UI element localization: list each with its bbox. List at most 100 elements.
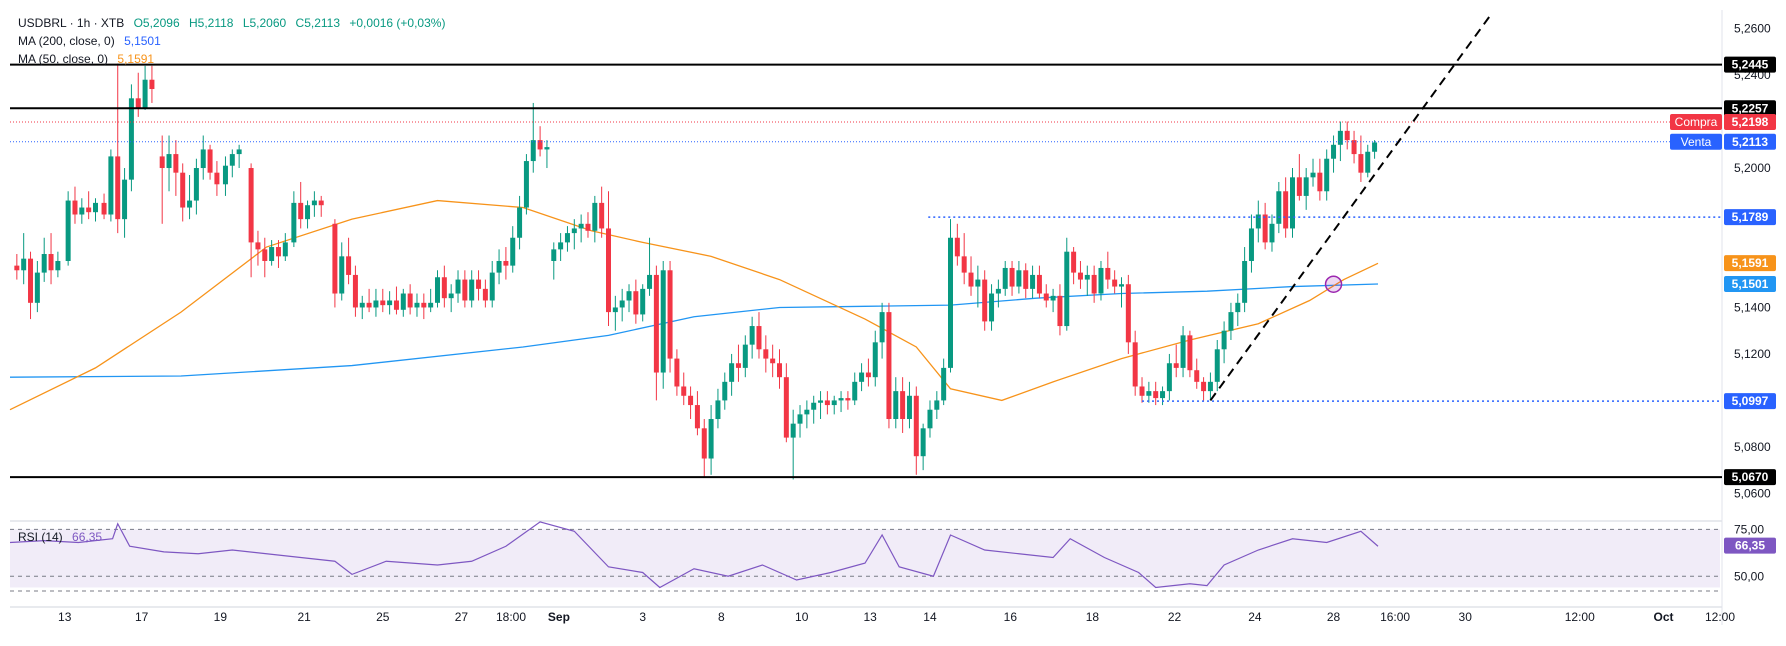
candle-body [872, 342, 878, 378]
candle-body [108, 156, 114, 215]
badge-level-1789-text: 5,1789 [1732, 210, 1769, 224]
badge-resistance-top-bg [1724, 56, 1776, 73]
candle-body [790, 423, 796, 438]
time-tick-label: Oct [1654, 610, 1674, 624]
ma200-legend[interactable]: MA (200, close, 0) 5,1501 [18, 34, 167, 48]
candle-body [187, 200, 193, 208]
candle-body [14, 265, 20, 271]
candle-body [128, 98, 134, 180]
candle-body [387, 300, 393, 306]
candle-body [982, 279, 988, 322]
candle-body [530, 140, 536, 162]
candle-body [1050, 295, 1056, 301]
candle-body [941, 367, 947, 401]
candle-body [393, 300, 399, 310]
candle-body [852, 381, 858, 401]
candle-body [667, 270, 673, 359]
rsi-tick-label: 75,00 [1734, 522, 1764, 536]
time-tick-label: 18:00 [496, 610, 526, 624]
candle-body [255, 242, 261, 250]
candle-body [653, 274, 659, 373]
candle-body [193, 168, 199, 201]
candle-body [462, 279, 468, 301]
time-tick-label: 17 [135, 610, 149, 624]
price-tick-label: 5,1400 [1734, 300, 1771, 314]
candle-body [995, 288, 1001, 294]
candle-body [578, 223, 584, 229]
candle-body [269, 247, 275, 261]
candle-body [1283, 191, 1289, 229]
candle-body [366, 302, 372, 308]
candle-body [715, 400, 721, 420]
ma50-value: 5,1591 [117, 52, 155, 66]
candle-body [469, 279, 475, 301]
candle-body [41, 254, 47, 273]
price-tick-label: 5,1200 [1734, 347, 1771, 361]
candle-body [989, 293, 995, 322]
time-tick-label: 28 [1327, 610, 1341, 624]
candle-body [86, 207, 92, 213]
candle-body [1207, 381, 1213, 392]
badge-compra-text: 5,2198 [1732, 115, 1769, 129]
candle-body [173, 154, 179, 173]
candle-body [1221, 330, 1227, 350]
candle-body [1248, 228, 1254, 261]
candle-body [763, 349, 769, 359]
candle-body [1132, 342, 1138, 387]
candle-body [115, 156, 121, 220]
candle-body [1187, 335, 1193, 371]
candle-body [633, 291, 639, 315]
price-levels [10, 14, 1722, 479]
candle-body [1310, 172, 1316, 178]
badge-resistance-top-text: 5,2445 [1732, 58, 1769, 72]
compra-label-bg [1670, 114, 1722, 131]
candle-body [742, 344, 748, 368]
candle-body [65, 200, 71, 261]
candle-body [777, 363, 782, 378]
candle-body [421, 302, 427, 308]
candle-body [859, 372, 865, 382]
rsi-legend[interactable]: RSI (14) 66,35 [18, 530, 108, 544]
candle-body [1242, 260, 1248, 303]
badge-resistance-2-text: 5,2257 [1732, 101, 1769, 115]
candle-body [934, 400, 940, 410]
candle-body [818, 400, 824, 403]
candle-body [311, 200, 317, 206]
candle-body [1337, 130, 1343, 145]
candle-body [1119, 284, 1124, 287]
time-tick-label: 19 [214, 610, 228, 624]
candle-body [1023, 270, 1029, 289]
time-tick-label: 12:00 [1565, 610, 1595, 624]
candle-body [797, 414, 803, 424]
candle-body [1296, 177, 1302, 196]
crossover-marker [1324, 275, 1343, 293]
candle-body [1098, 267, 1104, 294]
symbol-label[interactable]: USDBRL · 1h · XTB [18, 16, 125, 30]
candle-body [496, 260, 502, 273]
ma50-legend[interactable]: MA (50, close, 0) 5,1591 [18, 52, 160, 66]
candle-body [537, 140, 543, 150]
time-tick-label: 14 [923, 610, 937, 624]
candle-body [93, 202, 98, 213]
time-tick-label: 3 [639, 610, 646, 624]
open-value: O5,2096 [133, 16, 180, 30]
badge-ma200-bg [1724, 275, 1776, 292]
rsi-line [9, 521, 1379, 589]
candle-body [1201, 381, 1207, 392]
time-tick-label: 25 [376, 610, 390, 624]
price-tick-label: 5,2600 [1734, 22, 1771, 36]
candle-body [159, 156, 165, 169]
candle-body [831, 400, 837, 406]
candle-body [1077, 272, 1083, 280]
candle-body [489, 272, 495, 301]
time-tick-label: 21 [297, 610, 311, 624]
candle-body [517, 207, 523, 238]
candle-body [79, 207, 85, 215]
candle-body [1344, 130, 1350, 141]
candle-body [1303, 177, 1309, 196]
candle-body [510, 237, 516, 266]
candle-body [414, 302, 420, 308]
candle-body [1365, 151, 1371, 173]
trendline-dashed [1209, 14, 1492, 402]
